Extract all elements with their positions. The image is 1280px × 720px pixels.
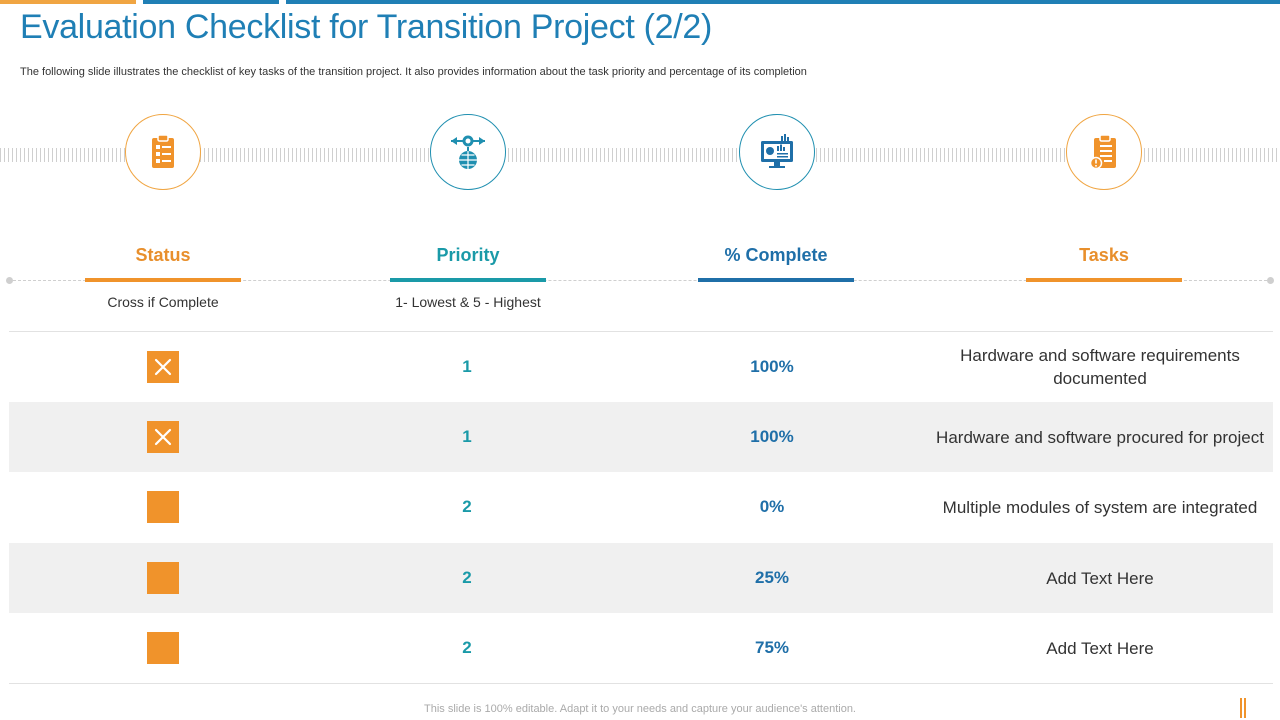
page-subtitle: The following slide illustrates the chec… — [20, 66, 807, 78]
tasks-icon-circle — [1066, 114, 1142, 190]
task-text: Hardware and software procured for proje… — [936, 427, 1264, 447]
status-subheader: Cross if Complete — [107, 294, 219, 310]
table-bottom-rule — [9, 683, 1273, 684]
task-description: Add Text Here — [915, 613, 1280, 683]
percent-complete-value: 0% — [759, 497, 785, 516]
divider-dot-left — [6, 277, 13, 284]
percent-complete-value: 100% — [750, 427, 794, 446]
top-accent-blue-2 — [286, 0, 1280, 4]
status-cell — [123, 402, 203, 472]
priority-icon-circle — [430, 114, 506, 190]
task-description: Add Text Here — [915, 543, 1280, 613]
complete-underline — [698, 278, 854, 282]
clipboard-list-icon — [152, 134, 174, 168]
status-checkbox[interactable] — [147, 351, 179, 383]
task-description: Multiple modules of system are integrate… — [915, 472, 1280, 542]
percent-complete-value: 100% — [750, 357, 794, 376]
column-header-priority: Priority — [436, 245, 500, 265]
globe-target-icon — [451, 135, 485, 169]
priority-value: 1 — [462, 427, 472, 446]
status-cell — [123, 472, 203, 542]
task-text: Hardware and software requirements docum… — [960, 346, 1240, 388]
divider-dot-right — [1267, 277, 1274, 284]
timeline-ticks — [0, 148, 1280, 162]
column-header-status: Status — [135, 245, 191, 265]
task-text: Multiple modules of system are integrate… — [942, 497, 1258, 517]
cross-icon — [154, 428, 172, 446]
footer-mark-right — [1244, 698, 1246, 718]
status-checkbox[interactable] — [147, 491, 179, 523]
complete-icon-circle — [739, 114, 815, 190]
task-text: Add Text Here — [1046, 638, 1154, 658]
status-cell — [123, 543, 203, 613]
table-row: 2 25% Add Text Here — [9, 543, 1273, 613]
status-underline — [85, 278, 241, 282]
priority-value: 2 — [462, 568, 472, 587]
priority-value: 2 — [462, 497, 472, 516]
table-row: 2 75% Add Text Here — [9, 613, 1273, 683]
top-accent-orange — [0, 0, 136, 4]
task-description: Hardware and software procured for proje… — [915, 402, 1280, 472]
column-header-complete: % Complete — [724, 245, 828, 265]
column-header-tasks: Tasks — [1079, 245, 1129, 265]
priority-subheader: 1- Lowest & 5 - Highest — [395, 294, 541, 310]
task-text: Add Text Here — [1046, 568, 1154, 588]
top-accent-blue-1 — [143, 0, 279, 4]
status-checkbox[interactable] — [147, 562, 179, 594]
percent-complete-value: 25% — [754, 568, 790, 587]
page-title: Evaluation Checklist for Transition Proj… — [20, 8, 713, 46]
table-top-rule — [9, 331, 1273, 332]
table-row: 2 0% Multiple modules of system are integr… — [9, 472, 1273, 542]
status-cell — [123, 613, 203, 683]
priority-underline — [390, 278, 546, 282]
status-cell — [123, 332, 203, 402]
task-description: Hardware and software requirements docum… — [915, 332, 1280, 402]
priority-value: 1 — [462, 357, 472, 376]
table-row: 1 100% Hardware and software requirements … — [9, 332, 1273, 402]
status-icon-circle — [125, 114, 201, 190]
percent-complete-value: 75% — [754, 638, 790, 657]
status-checkbox[interactable] — [147, 632, 179, 664]
table-row: 1 100% Hardware and software procured for … — [9, 402, 1273, 472]
header-divider — [8, 280, 1272, 281]
status-checkbox[interactable] — [147, 421, 179, 453]
tasks-underline — [1026, 278, 1182, 282]
footer-mark-left — [1240, 698, 1242, 718]
computer-dashboard-icon — [761, 134, 793, 168]
priority-value: 2 — [462, 638, 472, 657]
cross-icon — [154, 358, 172, 376]
clipboard-alert-icon — [1089, 134, 1116, 170]
footer-note: This slide is 100% editable. Adapt it to… — [424, 703, 856, 715]
